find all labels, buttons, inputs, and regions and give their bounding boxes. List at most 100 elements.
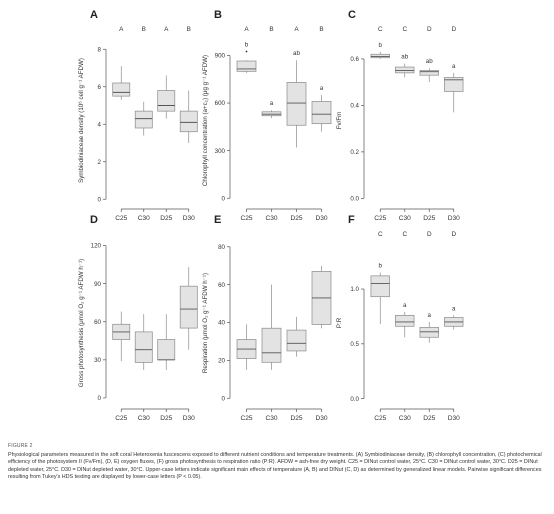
box: [157, 90, 176, 112]
panel-b: B 0 300 600 900 Chlorophyll concentration (a+…: [202, 9, 332, 222]
letter-upper: D: [427, 231, 432, 238]
x-tick-label: C30: [138, 415, 150, 422]
x-tick-label: C25: [115, 415, 127, 422]
letter-lower: a: [403, 302, 407, 309]
x-tick-label: D30: [183, 415, 195, 422]
y-axis-label: Fv/Fm: [336, 112, 343, 130]
x-tick-label: C30: [138, 215, 150, 222]
x-tick-label: D25: [160, 415, 172, 422]
y-tick-label: 900: [215, 53, 226, 60]
letter-lower: a: [452, 63, 456, 70]
letter-lower: a: [320, 85, 324, 92]
x-tick-label: C30: [399, 215, 411, 222]
letter-upper: A: [164, 26, 169, 33]
y-axis-label: Chlorophyll concentration (a+c₂) (μg g⁻¹…: [202, 55, 209, 186]
box: [179, 285, 198, 329]
y-tick-label: 1.0: [350, 286, 359, 293]
y-tick-label: 0: [98, 395, 102, 402]
outlier-point: [245, 50, 248, 53]
letter-upper: B: [187, 26, 191, 33]
letter-upper: A: [244, 26, 249, 33]
letter-lower: a: [428, 312, 432, 319]
box: [370, 275, 390, 298]
y-tick-label: 0: [98, 196, 102, 203]
box: [419, 70, 439, 76]
letter-lower: ab: [426, 58, 433, 65]
box: [157, 339, 176, 361]
box: [419, 327, 439, 338]
y-tick-label: 6: [98, 84, 102, 91]
box: [286, 82, 307, 126]
y-tick-label: 0.2: [350, 149, 359, 156]
box: [134, 110, 153, 129]
y-axis-label: Symbiodiniaceae density (10⁶ cell g⁻¹ AF…: [78, 58, 85, 183]
letter-lower: ab: [401, 54, 408, 61]
letter-upper: C: [378, 231, 383, 238]
letter-lower: a: [452, 305, 456, 312]
y-tick-label: 2: [98, 159, 102, 166]
x-tick-label: D30: [183, 215, 195, 222]
y-tick-label: 300: [215, 148, 226, 155]
box: [236, 60, 257, 72]
letter-upper: B: [269, 26, 273, 33]
x-tick-label: D30: [448, 415, 460, 422]
box: [444, 77, 464, 92]
box: [370, 53, 390, 59]
x-tick-label: C25: [115, 215, 127, 222]
letter-lower: a: [270, 100, 274, 107]
y-tick-label: 8: [98, 46, 102, 53]
caption-text: Physiological parameters measured in the…: [8, 451, 542, 481]
x-tick-label: D30: [448, 215, 460, 222]
x-tick-label: C30: [399, 415, 411, 422]
letter-lower: b: [379, 263, 383, 270]
letter-lower: b: [379, 42, 383, 49]
y-tick-label: 4: [98, 121, 102, 128]
y-tick-label: 20: [218, 358, 225, 365]
y-tick-label: 0.0: [350, 396, 359, 403]
y-tick-label: 600: [215, 100, 226, 107]
y-tick-label: 0.4: [350, 103, 359, 110]
y-tick-label: 80: [218, 244, 225, 251]
panel-letter: F: [348, 214, 355, 226]
box: [179, 110, 198, 133]
figure-caption: FIGURE 2 Physiological parameters measur…: [8, 443, 548, 482]
letter-lower: ab: [293, 50, 300, 57]
y-tick-label: 60: [218, 282, 225, 289]
y-tick-label: 0.6: [350, 56, 359, 63]
panel-letter: C: [348, 9, 356, 21]
y-tick-label: 40: [218, 320, 225, 327]
x-tick-label: D25: [160, 215, 172, 222]
x-tick-label: D25: [423, 215, 435, 222]
y-axis-label: Gross photosynthesis (μmol O₂ g⁻¹ AFDW h…: [78, 259, 85, 387]
box: [311, 101, 332, 125]
x-tick-label: D30: [315, 215, 327, 222]
letter-upper: C: [402, 231, 407, 238]
y-tick-label: 90: [94, 281, 101, 288]
letter-upper: A: [294, 26, 299, 33]
panel-f: F 0.0 0.5 1.0 P:R C25 Cb C30 Ca D25 Da D30 Da: [336, 214, 464, 422]
panel-letter: A: [90, 9, 98, 21]
panel-e: E 0 20 40 60 80 Respiration (μmol O₂ g⁻¹ AFDW …: [202, 214, 332, 422]
letter-upper: D: [427, 26, 432, 33]
box: [395, 314, 415, 327]
figure-label: FIGURE 2: [8, 443, 33, 449]
x-tick-label: D25: [423, 415, 435, 422]
letter-upper: D: [451, 231, 456, 238]
y-tick-label: 0: [222, 395, 226, 402]
box: [286, 329, 307, 352]
panel-d: D 0 30 60 90 120 Gross photosynthesis (μmol O₂…: [78, 214, 198, 422]
panel-c: C 0.0 0.2 0.4 0.6 Fv/Fm C25 Cb C30 Cab D25 Dab D30 Da: [336, 9, 464, 222]
x-tick-label: C25: [374, 215, 386, 222]
y-tick-label: 60: [94, 319, 101, 326]
panel-letter: D: [90, 214, 98, 226]
letter-upper: D: [451, 26, 456, 33]
box: [134, 331, 153, 363]
y-tick-label: 30: [94, 357, 101, 364]
panel-a: A 0 2 4 6 8 Symbiodiniaceae density (10⁶ cell …: [78, 9, 198, 222]
x-tick-label: C25: [240, 415, 252, 422]
y-axis-label: Respiration (μmol O₂ g⁻¹ AFDW h⁻¹): [202, 273, 209, 373]
letter-upper: C: [378, 26, 383, 33]
box: [395, 66, 415, 74]
x-tick-label: C25: [240, 215, 252, 222]
box: [261, 327, 282, 363]
